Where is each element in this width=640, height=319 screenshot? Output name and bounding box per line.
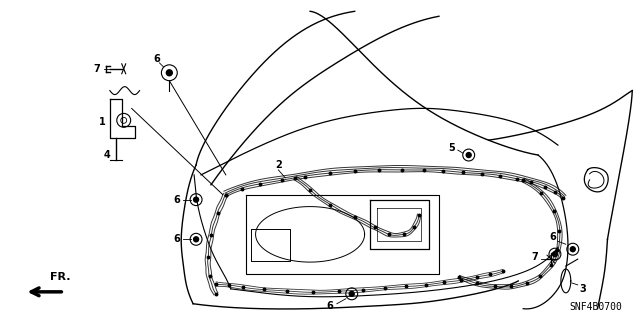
Text: 4: 4 [104, 150, 110, 160]
Text: 6: 6 [173, 195, 180, 205]
Text: 5: 5 [449, 143, 455, 153]
Text: 7: 7 [532, 252, 538, 262]
Text: 6: 6 [326, 301, 333, 311]
Text: 2: 2 [275, 160, 282, 170]
Circle shape [166, 70, 172, 76]
Circle shape [349, 291, 354, 296]
Circle shape [194, 197, 198, 202]
Circle shape [552, 252, 557, 257]
Text: 1: 1 [99, 117, 106, 127]
Text: SNF4B0700: SNF4B0700 [569, 302, 622, 312]
Text: 3: 3 [579, 284, 586, 294]
Text: FR.: FR. [50, 272, 70, 282]
Circle shape [570, 247, 575, 252]
Text: 6: 6 [173, 234, 180, 244]
Circle shape [466, 152, 471, 158]
Text: 6: 6 [153, 54, 160, 64]
Text: 6: 6 [550, 232, 556, 242]
Circle shape [194, 237, 198, 242]
Text: 7: 7 [93, 64, 100, 74]
